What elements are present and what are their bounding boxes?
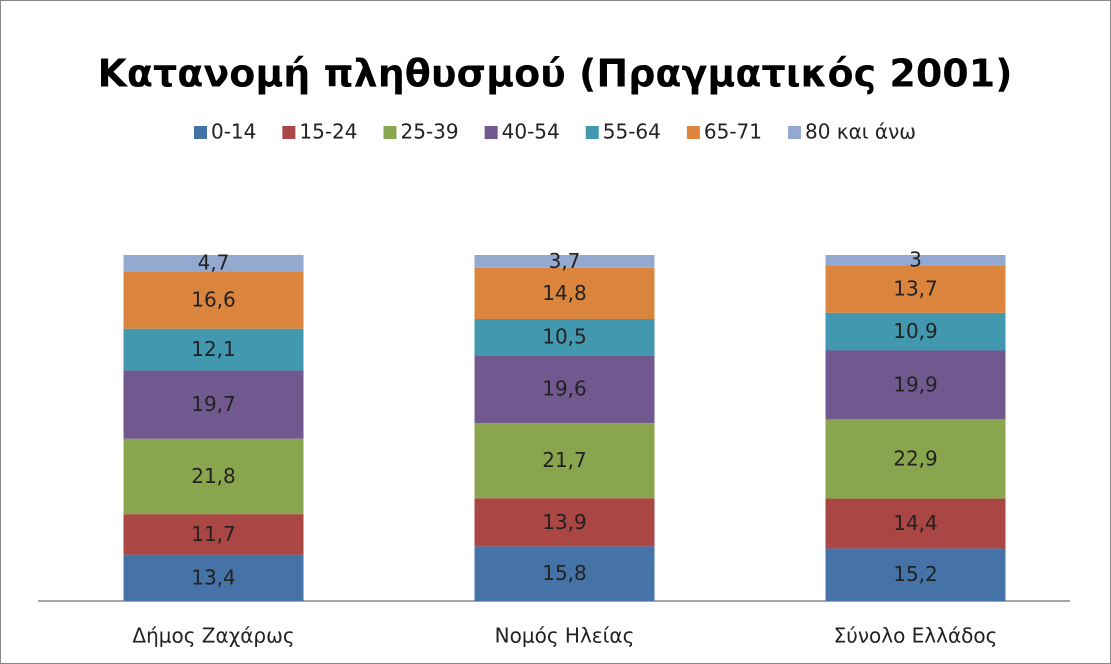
legend-label: 25-39 xyxy=(401,120,459,144)
data-label: 19,9 xyxy=(893,372,938,396)
legend-swatch xyxy=(193,126,207,139)
legend-label: 65-71 xyxy=(704,120,762,144)
bar-segment xyxy=(825,350,1006,420)
legend-label: 40-54 xyxy=(502,120,560,144)
legend-swatch xyxy=(686,126,700,139)
bar-segment xyxy=(825,265,1006,313)
bar-segment xyxy=(474,423,655,499)
data-label: 3 xyxy=(909,248,922,272)
chart-title: Κατανομή πληθυσμού (Πραγματικός 2001) xyxy=(97,52,1012,96)
data-label: 10,5 xyxy=(542,325,587,349)
data-label: 13,4 xyxy=(191,565,236,589)
bar-segment xyxy=(474,267,655,320)
bar-segment xyxy=(825,255,1006,266)
x-tick-label: Σύνολο Ελλάδος xyxy=(834,624,998,648)
bar-segment xyxy=(474,355,655,424)
bar-segment xyxy=(123,271,304,329)
bar-segment xyxy=(825,498,1006,549)
data-label: 21,7 xyxy=(542,448,587,472)
bar-segment xyxy=(474,319,655,356)
bar-segment xyxy=(123,255,304,272)
data-label: 11,7 xyxy=(191,522,236,546)
bar-segment xyxy=(123,438,304,515)
bar-segment xyxy=(825,548,1006,601)
legend-label: 15-24 xyxy=(299,120,357,144)
legend-swatch xyxy=(585,126,599,139)
data-label: 14,8 xyxy=(542,281,587,305)
legend-swatch xyxy=(282,126,296,139)
data-label: 13,7 xyxy=(893,277,938,301)
legend-swatch xyxy=(383,126,397,139)
bar-segment xyxy=(474,255,655,268)
legend-label: 55-64 xyxy=(603,120,661,144)
bar-segment xyxy=(123,514,304,555)
data-label: 13,9 xyxy=(542,510,587,534)
legend-label: 0-14 xyxy=(211,120,256,144)
data-label: 3,7 xyxy=(549,249,581,273)
data-label: 16,6 xyxy=(191,287,236,311)
data-label: 15,2 xyxy=(893,562,938,586)
legend-swatch xyxy=(788,126,801,139)
bar-segment xyxy=(123,370,304,439)
legend-swatch xyxy=(484,126,498,139)
bar-segment xyxy=(123,554,304,601)
bar-segment xyxy=(474,498,655,547)
bar-segment xyxy=(825,419,1006,499)
data-label: 14,4 xyxy=(893,511,938,535)
bar-segment xyxy=(825,312,1006,351)
legend-label: 80 και άνω xyxy=(805,120,916,144)
x-tick-label: Νομός Ηλείας xyxy=(495,624,635,648)
data-label: 12,1 xyxy=(191,337,236,361)
data-label: 21,8 xyxy=(191,464,236,488)
bar-segment xyxy=(123,328,304,371)
data-label: 10,9 xyxy=(893,319,938,343)
data-label: 15,8 xyxy=(542,561,587,585)
data-label: 19,6 xyxy=(542,377,587,401)
x-tick-label: Δήμος Ζαχάρως xyxy=(132,624,294,648)
data-label: 4,7 xyxy=(198,251,230,275)
data-label: 19,7 xyxy=(191,392,236,416)
bar-segment xyxy=(474,546,655,601)
data-label: 22,9 xyxy=(893,446,938,470)
